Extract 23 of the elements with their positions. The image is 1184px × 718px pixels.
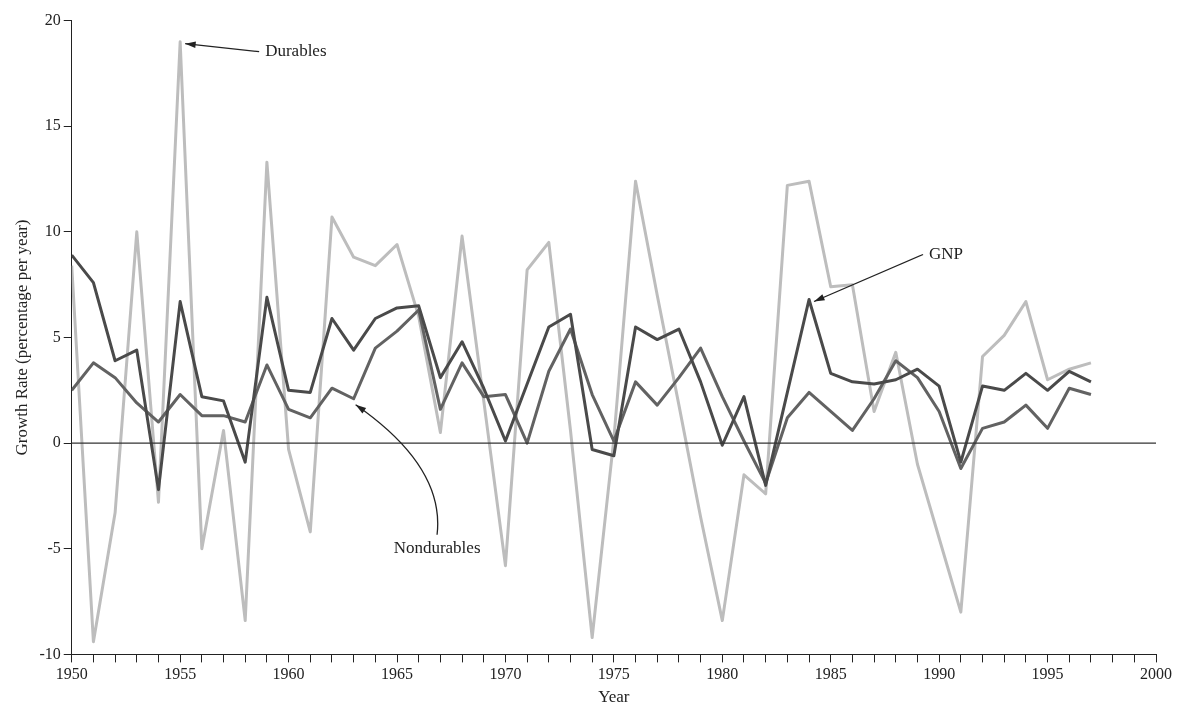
annotation: Durables bbox=[265, 41, 327, 61]
y-tick-label: -5 bbox=[47, 538, 61, 556]
x-tick-label: 1960 bbox=[272, 665, 305, 683]
x-tick-label: 1990 bbox=[923, 665, 956, 683]
y-tick-label: -10 bbox=[39, 644, 61, 662]
y-tick-label: 15 bbox=[44, 116, 61, 134]
x-axis-title: Year bbox=[598, 687, 630, 707]
x-tick-label: 1955 bbox=[164, 665, 197, 683]
y-axis-title: Growth Rate (percentage per year) bbox=[11, 219, 31, 456]
x-tick-label: 1950 bbox=[55, 665, 88, 683]
y-tick-label: 10 bbox=[44, 222, 61, 240]
y-tick-label: 5 bbox=[52, 327, 61, 345]
annotation: GNP bbox=[929, 243, 964, 263]
x-tick-label: 1985 bbox=[814, 665, 847, 683]
x-tick-label: 1975 bbox=[597, 665, 630, 683]
x-tick-label: 1970 bbox=[489, 665, 522, 683]
x-tick-label: 1965 bbox=[381, 665, 414, 683]
y-tick-label: 0 bbox=[52, 433, 61, 451]
x-tick-label: 1980 bbox=[706, 665, 739, 683]
annotation: Nondurables bbox=[393, 538, 481, 558]
y-tick-label: 20 bbox=[44, 10, 61, 28]
x-tick-label: 2000 bbox=[1140, 665, 1172, 683]
x-tick-label: 1995 bbox=[1031, 665, 1064, 683]
